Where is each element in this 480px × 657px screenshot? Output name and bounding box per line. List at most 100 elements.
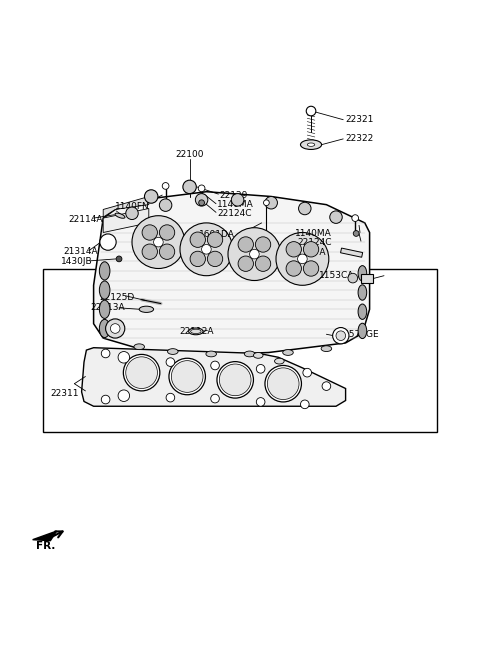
Ellipse shape xyxy=(191,329,201,334)
Circle shape xyxy=(166,394,175,402)
Ellipse shape xyxy=(300,140,322,149)
Ellipse shape xyxy=(244,351,255,357)
Text: 22125D: 22125D xyxy=(100,293,135,302)
Circle shape xyxy=(238,237,253,252)
Circle shape xyxy=(348,273,358,283)
Circle shape xyxy=(100,234,116,250)
Circle shape xyxy=(101,396,110,404)
Text: 22124C: 22124C xyxy=(217,209,252,218)
Circle shape xyxy=(238,256,253,271)
Ellipse shape xyxy=(206,351,216,357)
Circle shape xyxy=(198,185,205,192)
Circle shape xyxy=(126,357,157,388)
Text: 22114A: 22114A xyxy=(68,215,103,223)
Circle shape xyxy=(159,225,175,240)
Circle shape xyxy=(255,237,271,252)
Text: 22129: 22129 xyxy=(219,191,248,200)
Circle shape xyxy=(159,199,172,212)
Circle shape xyxy=(330,211,342,223)
Ellipse shape xyxy=(275,358,284,364)
Ellipse shape xyxy=(99,261,110,280)
Circle shape xyxy=(250,249,259,259)
Ellipse shape xyxy=(283,350,293,355)
Ellipse shape xyxy=(168,349,178,354)
Circle shape xyxy=(144,190,158,203)
Text: 22124C: 22124C xyxy=(298,238,332,246)
Circle shape xyxy=(190,232,205,248)
Circle shape xyxy=(267,368,299,399)
Text: 22112A: 22112A xyxy=(180,327,214,336)
Bar xyxy=(340,248,363,258)
Polygon shape xyxy=(82,348,346,406)
Circle shape xyxy=(207,232,223,248)
Circle shape xyxy=(265,196,277,209)
Ellipse shape xyxy=(99,300,110,319)
Text: 21314A: 21314A xyxy=(63,247,98,256)
Bar xyxy=(361,274,373,283)
Ellipse shape xyxy=(99,319,110,338)
Polygon shape xyxy=(33,531,57,541)
Circle shape xyxy=(352,215,359,221)
Circle shape xyxy=(183,180,196,194)
Circle shape xyxy=(256,365,265,373)
Circle shape xyxy=(265,365,301,402)
Circle shape xyxy=(298,254,307,263)
Circle shape xyxy=(118,390,130,401)
Circle shape xyxy=(255,256,271,271)
Circle shape xyxy=(159,244,175,260)
Circle shape xyxy=(207,251,223,267)
Ellipse shape xyxy=(115,213,125,218)
Text: 1430JB: 1430JB xyxy=(61,257,93,266)
Circle shape xyxy=(228,228,281,281)
Ellipse shape xyxy=(307,143,315,147)
Ellipse shape xyxy=(139,306,154,313)
Circle shape xyxy=(169,358,205,395)
Polygon shape xyxy=(94,192,370,355)
Circle shape xyxy=(199,200,204,206)
Ellipse shape xyxy=(253,353,263,358)
Circle shape xyxy=(211,394,219,403)
Circle shape xyxy=(276,233,329,285)
Ellipse shape xyxy=(321,346,332,351)
Text: FR.: FR. xyxy=(36,541,55,551)
Circle shape xyxy=(118,351,130,363)
Text: 1140FN: 1140FN xyxy=(115,202,150,211)
Circle shape xyxy=(190,251,205,267)
Text: 1601DA: 1601DA xyxy=(199,231,235,239)
Circle shape xyxy=(142,225,157,240)
Text: 1140MA: 1140MA xyxy=(217,200,254,209)
Circle shape xyxy=(286,261,301,276)
Circle shape xyxy=(195,194,208,206)
Circle shape xyxy=(322,382,331,390)
Text: 22311: 22311 xyxy=(50,389,79,397)
Circle shape xyxy=(132,215,185,269)
Text: 22113A: 22113A xyxy=(90,304,125,312)
Text: 22127A: 22127A xyxy=(291,248,325,257)
Text: 1573GE: 1573GE xyxy=(344,330,379,339)
Circle shape xyxy=(303,369,312,377)
Circle shape xyxy=(171,361,203,392)
Circle shape xyxy=(162,183,169,189)
Circle shape xyxy=(142,244,157,260)
Ellipse shape xyxy=(99,281,110,299)
Circle shape xyxy=(264,200,269,206)
Circle shape xyxy=(217,361,253,398)
Circle shape xyxy=(353,231,359,237)
Bar xyxy=(43,269,437,432)
Text: 1153CA: 1153CA xyxy=(319,271,354,280)
Circle shape xyxy=(231,194,244,206)
Ellipse shape xyxy=(358,265,367,281)
Circle shape xyxy=(300,400,309,409)
Circle shape xyxy=(202,244,211,254)
Polygon shape xyxy=(103,208,149,233)
Ellipse shape xyxy=(358,285,367,300)
Circle shape xyxy=(256,397,265,406)
Circle shape xyxy=(101,349,110,358)
Ellipse shape xyxy=(358,323,367,338)
Ellipse shape xyxy=(189,328,203,334)
Circle shape xyxy=(154,237,163,247)
Text: 22322: 22322 xyxy=(346,135,374,143)
Circle shape xyxy=(306,106,316,116)
Circle shape xyxy=(180,223,233,276)
Circle shape xyxy=(303,261,319,276)
